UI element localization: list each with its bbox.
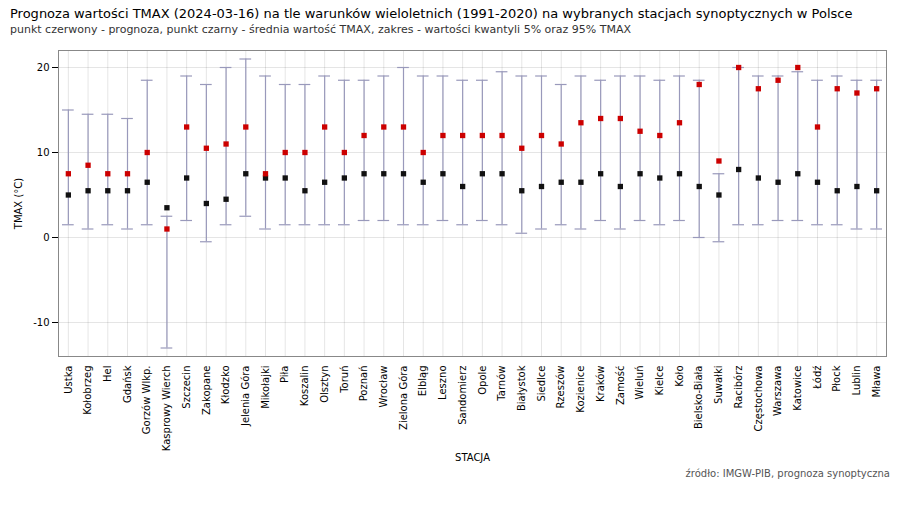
svg-text:Płock: Płock (831, 365, 842, 391)
svg-text:Hel: Hel (102, 366, 113, 382)
svg-text:Bielsko-Biała: Bielsko-Biała (693, 366, 704, 430)
html-text:punkt czerwony - prognoza, pun: punkt czerwony - prognoza, punkt czarny … (10, 23, 632, 36)
svg-text:Kielce: Kielce (654, 366, 665, 396)
svg-text:Częstochowa: Częstochowa (753, 366, 764, 432)
svg-text:Poznań: Poznań (358, 366, 369, 402)
svg-text:Racibórz: Racibórz (733, 366, 744, 409)
svg-text:Koszalin: Koszalin (299, 366, 310, 407)
svg-text:Szczecin: Szczecin (181, 366, 192, 409)
svg-text:20: 20 (37, 62, 50, 73)
svg-text:-10: -10 (33, 317, 49, 328)
svg-text:Elbląg: Elbląg (417, 366, 428, 397)
svg-text:Kraków: Kraków (595, 366, 606, 403)
svg-text:Suwałki: Suwałki (713, 366, 724, 404)
svg-text:Łódź: Łódź (812, 366, 823, 390)
svg-text:Zakopane: Zakopane (201, 366, 212, 416)
svg-text:TMAX (°C): TMAX (°C) (13, 178, 24, 230)
svg-text:Ustka: Ustka (63, 366, 74, 394)
svg-text:Katowice: Katowice (792, 366, 803, 411)
svg-text:Zielona Góra: Zielona Góra (398, 366, 409, 430)
html-text:źródło: IMGW-PIB, prognoza syn: źródło: IMGW-PIB, prognoza synoptyczna (685, 468, 890, 479)
svg-text:Kłodzko: Kłodzko (220, 366, 231, 405)
svg-text:Kasprowy Wierch: Kasprowy Wierch (161, 366, 172, 452)
svg-text:Piła: Piła (279, 366, 290, 384)
svg-text:Mikołajki: Mikołajki (260, 366, 271, 409)
svg-text:Toruń: Toruń (339, 366, 350, 394)
svg-text:STACJA: STACJA (455, 452, 490, 463)
svg-text:Gdańsk: Gdańsk (122, 365, 133, 403)
svg-text:Opole: Opole (477, 366, 488, 395)
svg-text:Jelenia Góra: Jelenia Góra (240, 366, 251, 428)
svg-text:Kozienice: Kozienice (575, 366, 586, 413)
svg-text:Mława: Mława (871, 366, 882, 398)
svg-text:Koło: Koło (674, 366, 685, 387)
svg-text:Kołobrzeg: Kołobrzeg (82, 366, 93, 415)
svg-text:Siedlce: Siedlce (536, 366, 547, 402)
svg-text:Warszawa: Warszawa (772, 366, 783, 416)
svg-text:Gorzów Wlkp.: Gorzów Wlkp. (141, 366, 152, 435)
html-text:Prognoza wartości TMAX (2024-0: Prognoza wartości TMAX (2024-03-16) na t… (10, 6, 853, 21)
svg-text:Tarnów: Tarnów (496, 366, 507, 402)
svg-text:Olsztyn: Olsztyn (319, 366, 330, 403)
svg-text:Lublin: Lublin (851, 366, 862, 396)
svg-text:10: 10 (37, 147, 50, 158)
svg-text:0: 0 (43, 232, 49, 243)
svg-text:Zamość: Zamość (615, 366, 626, 406)
svg-text:Wrocław: Wrocław (378, 366, 389, 408)
svg-text:Sandomierz: Sandomierz (457, 366, 468, 425)
svg-text:Wieluń: Wieluń (634, 366, 645, 400)
svg-text:Leszno: Leszno (437, 366, 448, 400)
svg-text:Białystok: Białystok (516, 365, 527, 411)
svg-text:Rzeszów: Rzeszów (555, 366, 566, 409)
